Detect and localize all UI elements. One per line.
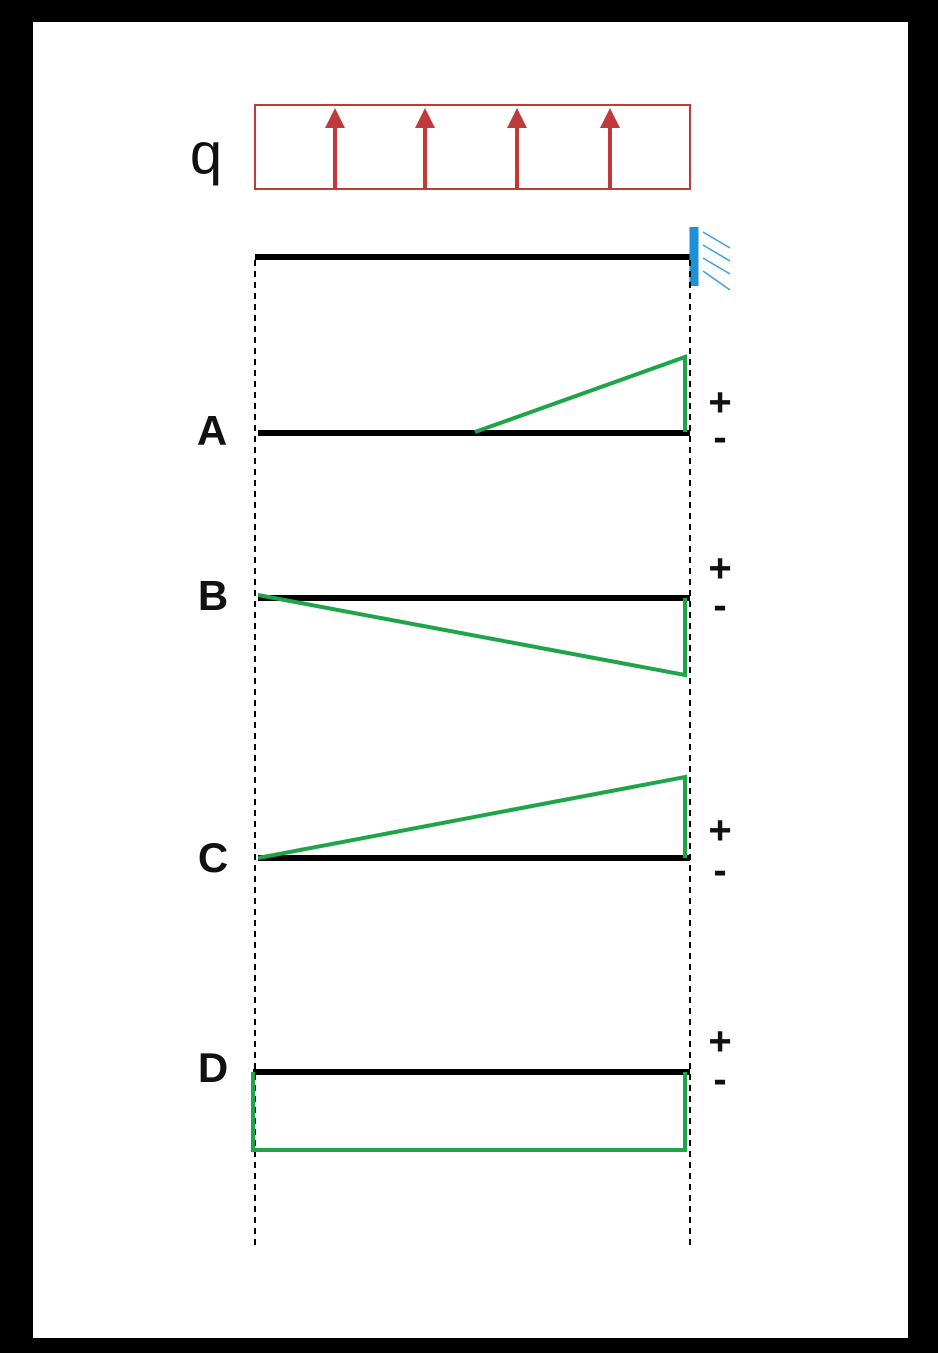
load-box — [254, 104, 691, 190]
minus-sign: - — [713, 416, 726, 460]
load-label: q — [190, 121, 222, 186]
minus-sign: - — [713, 1058, 726, 1102]
plus-sign: + — [708, 547, 731, 591]
minus-sign: - — [713, 849, 726, 893]
plus-sign: + — [708, 381, 731, 425]
diagram — [257, 774, 687, 860]
option-label: A — [197, 407, 227, 454]
plus-sign: + — [708, 1020, 731, 1064]
option-label: C — [198, 834, 228, 881]
diagram — [474, 354, 687, 434]
canvas — [33, 22, 908, 1338]
option-label: B — [198, 572, 228, 619]
plus-sign: + — [708, 809, 731, 853]
load-arrows — [325, 108, 620, 189]
diagram — [251, 1072, 687, 1152]
option-label: D — [198, 1044, 228, 1091]
diagram — [257, 593, 687, 678]
support-hatch — [702, 231, 731, 291]
minus-sign: - — [713, 584, 726, 628]
